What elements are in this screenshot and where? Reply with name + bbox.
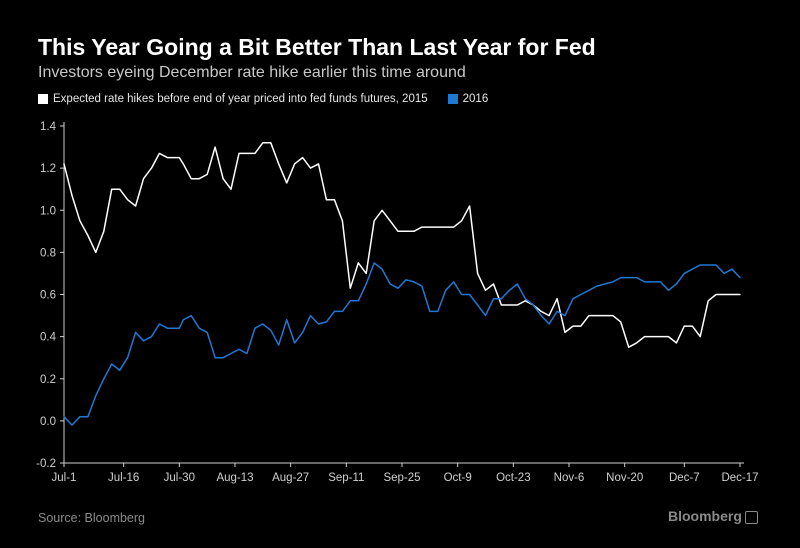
legend-swatch-2015 <box>38 94 48 104</box>
x-tick-label: Jul-16 <box>108 472 139 484</box>
legend-item-2015: Expected rate hikes before end of year p… <box>38 93 428 105</box>
x-tick-label: Oct-9 <box>444 472 472 484</box>
y-tick-label: 0.4 <box>40 332 57 344</box>
y-tick-label: 1.2 <box>40 163 56 175</box>
series-line-2015 <box>63 142 741 348</box>
x-tick-label: Nov-6 <box>554 472 585 484</box>
series-line-2016 <box>63 262 741 426</box>
y-tick-label: 0.0 <box>40 416 56 428</box>
y-tick-label: -0.2 <box>36 458 56 470</box>
chart-subtitle: Investors eyeing December rate hike earl… <box>38 64 466 81</box>
x-tick-label: Dec-17 <box>721 472 758 484</box>
brand-name: Bloomberg <box>668 508 742 524</box>
x-tick-label: Aug-13 <box>216 472 253 484</box>
x-tick-label: Jul-30 <box>164 472 195 484</box>
source-note: Source: Bloomberg <box>38 511 146 525</box>
legend-label-2015: Expected rate hikes before end of year p… <box>53 93 428 105</box>
x-tick-label: Jul-1 <box>52 472 77 484</box>
x-tick-label: Sep-25 <box>383 472 420 484</box>
x-tick-label: Nov-20 <box>606 472 643 484</box>
y-tick-label: 1.0 <box>40 205 56 217</box>
brand-logo: Bloomberg <box>668 508 758 524</box>
legend: Expected rate hikes before end of year p… <box>38 93 508 105</box>
x-tick-label: Oct-23 <box>496 472 531 484</box>
y-tick-label: 0.8 <box>40 247 56 259</box>
legend-swatch-2016 <box>447 94 458 104</box>
y-tick-label: 0.2 <box>40 374 56 386</box>
x-tick-label: Aug-27 <box>272 472 309 484</box>
brand-mark-icon <box>744 510 758 524</box>
y-tick-label: 1.4 <box>40 121 57 133</box>
legend-label-2016: 2016 <box>462 93 489 105</box>
x-tick-label: Dec-7 <box>669 472 700 484</box>
x-tick-label: Sep-11 <box>328 472 364 484</box>
y-tick-label: 0.6 <box>40 290 56 302</box>
chart-title: This Year Going a Bit Better Than Last Y… <box>38 34 596 60</box>
legend-item-2016: 2016 <box>447 93 489 105</box>
